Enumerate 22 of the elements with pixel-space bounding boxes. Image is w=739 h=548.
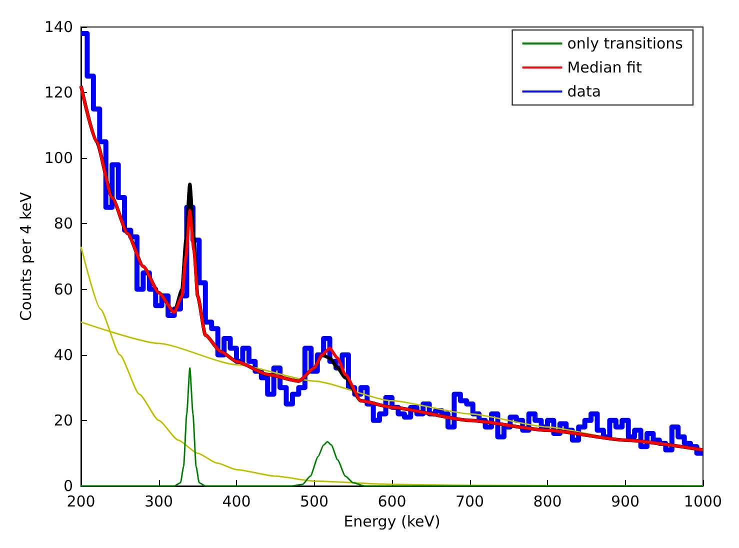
x-tick-label: 1000 — [684, 492, 722, 510]
y-tick-label: 20 — [54, 411, 73, 430]
x-tick-label: 700 — [455, 492, 484, 510]
y-axis-title: Counts per 4 keV — [16, 191, 35, 321]
x-tick-label: 800 — [533, 492, 562, 510]
y-tick-label: 0 — [63, 477, 73, 495]
y-tick-label: 100 — [44, 149, 73, 168]
x-tick-label: 200 — [66, 492, 96, 510]
legend-label: data — [567, 82, 602, 100]
y-tick-label: 140 — [44, 18, 73, 36]
y-tick-label: 80 — [54, 214, 73, 233]
x-tick-label: 500 — [300, 492, 329, 510]
x-axis-title: Energy (keV) — [344, 512, 440, 530]
x-tick-label: 400 — [222, 492, 251, 510]
y-tick-label: 60 — [54, 280, 73, 298]
y-tick-label: 40 — [54, 346, 73, 364]
x-tick-label: 900 — [610, 492, 640, 510]
x-tick-label: 300 — [144, 492, 174, 510]
y-tick-label: 120 — [44, 84, 73, 102]
legend-label: Median fit — [567, 58, 642, 76]
x-tick-label: 600 — [378, 492, 406, 510]
legend-label: only transitions — [567, 34, 684, 52]
